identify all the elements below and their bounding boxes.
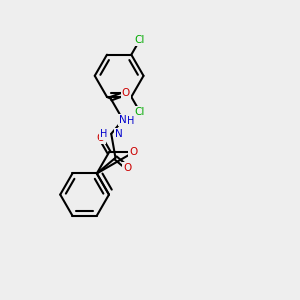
Text: H: H bbox=[127, 116, 134, 126]
Text: Cl: Cl bbox=[135, 107, 145, 117]
Text: O: O bbox=[124, 163, 132, 173]
Text: N: N bbox=[115, 129, 123, 139]
Text: O: O bbox=[122, 88, 130, 98]
Text: H: H bbox=[100, 129, 108, 139]
Text: O: O bbox=[129, 147, 137, 158]
Text: O: O bbox=[96, 133, 105, 142]
Text: N: N bbox=[119, 115, 127, 125]
Text: Cl: Cl bbox=[135, 35, 145, 45]
